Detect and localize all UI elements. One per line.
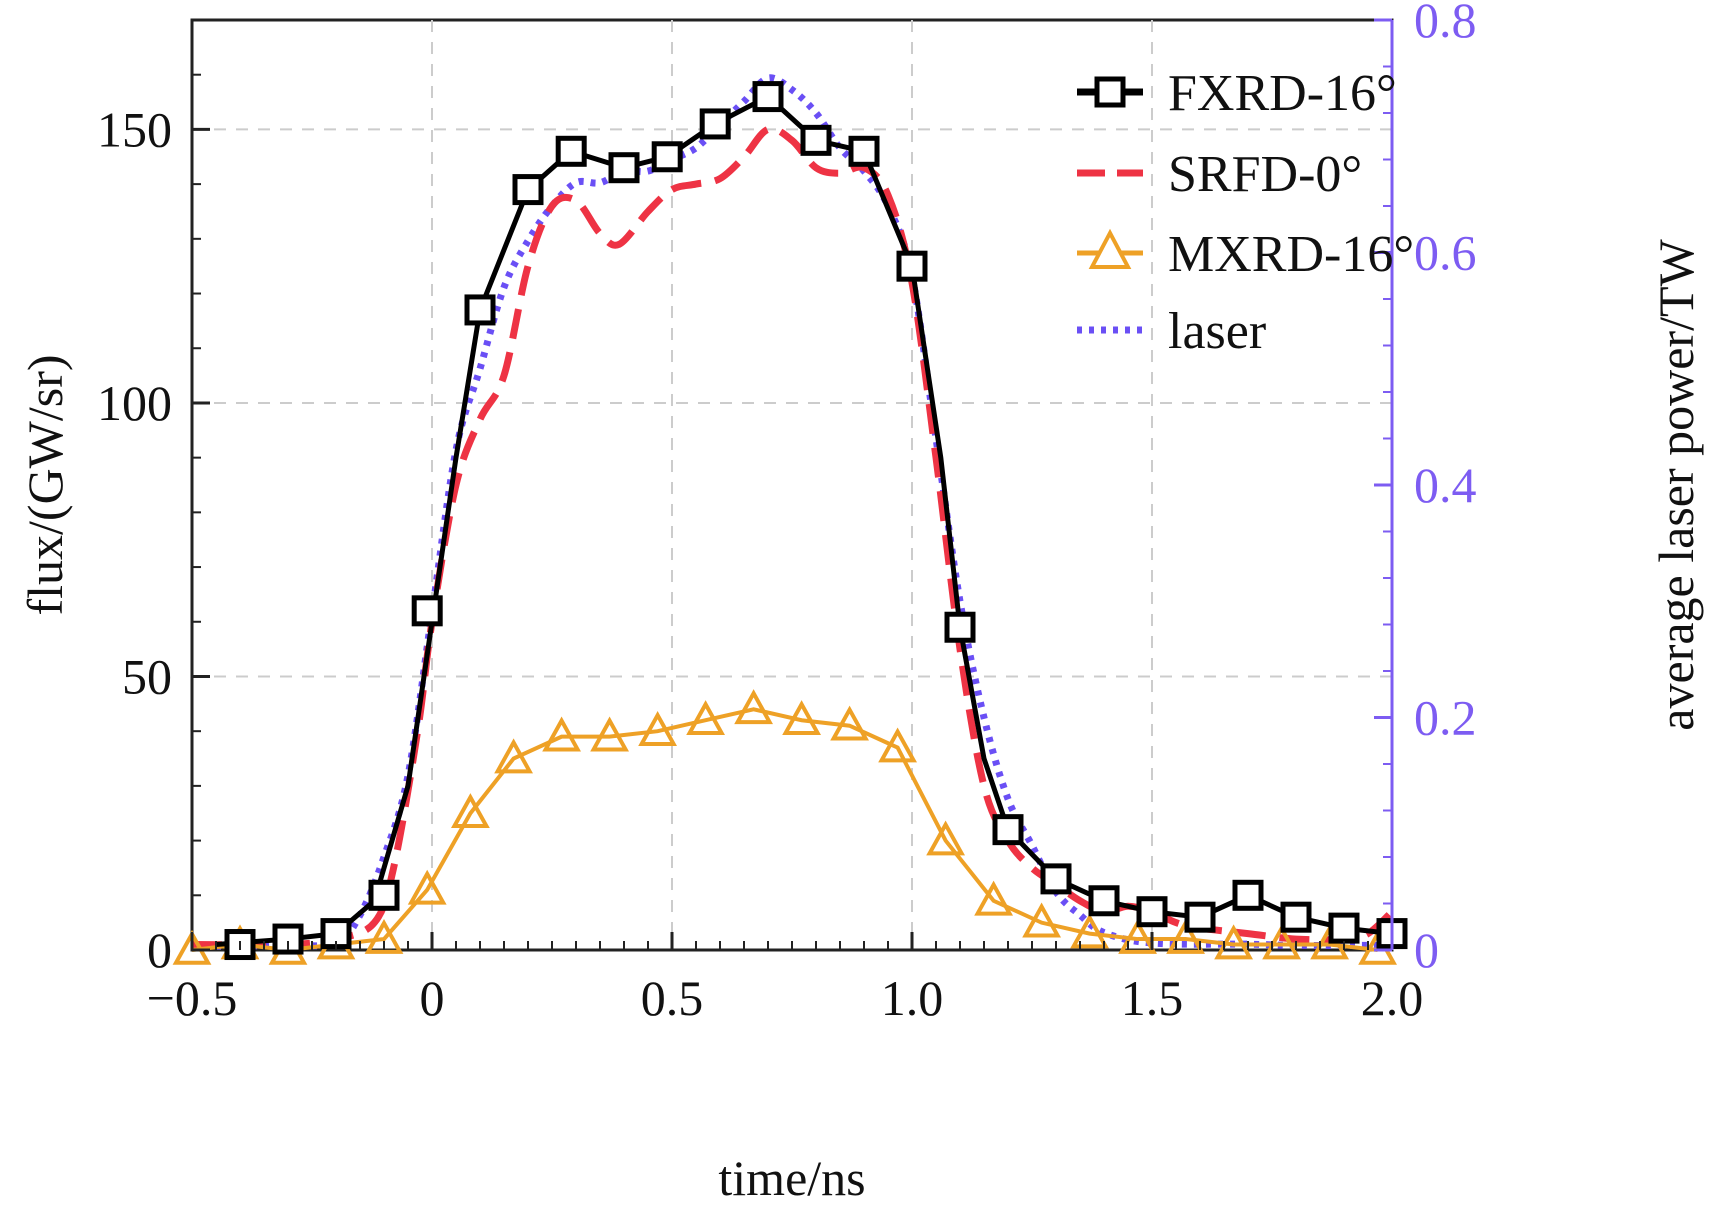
- data-series: [172, 74, 1408, 965]
- fxrd-square-marker: [1232, 879, 1264, 911]
- mxrd-triangle-marker: [364, 918, 404, 954]
- x-tick-label: 1.5: [1121, 970, 1184, 1026]
- fxrd-square-marker: [848, 135, 880, 167]
- y2-tick-label: 0.6: [1414, 225, 1477, 281]
- fxrd-square-marker: [272, 923, 304, 955]
- y-tick-label: 0: [147, 922, 172, 978]
- fxrd-square-marker: [800, 124, 832, 156]
- mxrd-triangle-marker: [974, 880, 1013, 916]
- mxrd-triangle-marker: [638, 711, 677, 746]
- right-y-axis-title: average laser power/TW: [1648, 239, 1704, 731]
- mxrd-triangle-marker: [734, 689, 773, 725]
- fxrd-square-marker: [1136, 896, 1168, 928]
- mxrd-triangle-marker: [172, 929, 212, 965]
- y2-tick-label: 0: [1414, 922, 1439, 978]
- legend-item-mxrd: MXRD-16°: [1077, 226, 1414, 283]
- mxrd-triangle-marker: [1214, 924, 1253, 960]
- fxrd-square-marker: [1040, 863, 1072, 895]
- mxrd-triangle-marker: [1118, 918, 1157, 954]
- grid-lines: [192, 20, 1392, 950]
- mxrd-triangle-marker: [494, 738, 533, 774]
- mxrd-triangle-marker: [407, 869, 447, 905]
- legend-item-laser: laser: [1077, 303, 1266, 360]
- legend: FXRD-16° SRFD-0° MXRD-16° laser: [1077, 65, 1414, 360]
- fxrd-square-marker: [699, 108, 731, 140]
- mxrd-triangle-marker: [1166, 918, 1205, 954]
- y-tick-label: 100: [97, 375, 172, 431]
- fxrd-line: [215, 94, 1393, 948]
- fxrd-square-marker: [411, 595, 443, 627]
- fxrd-square-marker: [944, 611, 976, 643]
- mxrd-triangle-marker: [830, 705, 869, 741]
- y-tick-label: 150: [97, 101, 172, 157]
- fxrd-square-marker: [464, 294, 496, 326]
- y-tick-label: 50: [122, 648, 172, 704]
- fxrd-square-marker: [1088, 885, 1120, 917]
- y2-tick-label: 0.2: [1414, 690, 1477, 746]
- fxrd-square-marker: [1328, 912, 1360, 944]
- mxrd-triangle-marker: [451, 793, 490, 829]
- laser-line: [191, 74, 1393, 950]
- legend-item-srfd: SRFD-0°: [1077, 146, 1362, 203]
- fxrd-square-marker: [368, 879, 400, 911]
- legend-mxrd-triangle-marker: [1088, 228, 1132, 269]
- fxrd-square-marker: [555, 135, 587, 167]
- mxrd-triangle-marker: [686, 700, 725, 736]
- fxrd-square-marker: [992, 814, 1024, 846]
- mxrd-triangle-marker: [926, 820, 965, 856]
- fxrd-square-marker: [651, 141, 683, 173]
- mxrd-triangle-marker: [878, 727, 917, 763]
- legend-item-fxrd: FXRD-16°: [1077, 65, 1397, 122]
- mxrd-triangle-marker: [1022, 902, 1061, 938]
- mxrd-triangle-marker: [590, 716, 629, 752]
- x-tick-label: 0: [420, 970, 445, 1026]
- mxrd-triangle-marker: [1070, 913, 1109, 949]
- legend-mxrd-label: MXRD-16°: [1168, 226, 1414, 283]
- legend-srfd-label: SRFD-0°: [1168, 146, 1362, 203]
- fxrd-square-marker: [752, 81, 784, 113]
- mxrd-triangle-marker: [782, 700, 821, 736]
- y-axis-title: flux/(GW/sr): [17, 354, 73, 615]
- legend-laser-label: laser: [1168, 303, 1266, 360]
- y2-tick-label: 0.8: [1414, 0, 1477, 48]
- mxrd-triangle-marker: [1262, 924, 1301, 960]
- fxrd-square-marker: [1184, 901, 1216, 933]
- x-tick-label: 0.5: [641, 970, 704, 1026]
- legend-fxrd-square-marker: [1094, 76, 1126, 108]
- x-axis-title: time/ns: [718, 1150, 865, 1206]
- fxrd-square-marker: [608, 152, 640, 184]
- x-tick-label: 1.0: [881, 970, 944, 1026]
- x-tick-label: −0.5: [147, 970, 238, 1026]
- x-tick-label: 2.0: [1361, 970, 1424, 1026]
- mxrd-triangle-marker: [542, 716, 581, 752]
- fxrd-square-marker: [1280, 901, 1312, 933]
- y2-tick-label: 0.4: [1414, 457, 1477, 513]
- fxrd-square-marker: [896, 250, 928, 282]
- legend-fxrd-label: FXRD-16°: [1168, 65, 1397, 122]
- fxrd-square-marker: [512, 174, 544, 206]
